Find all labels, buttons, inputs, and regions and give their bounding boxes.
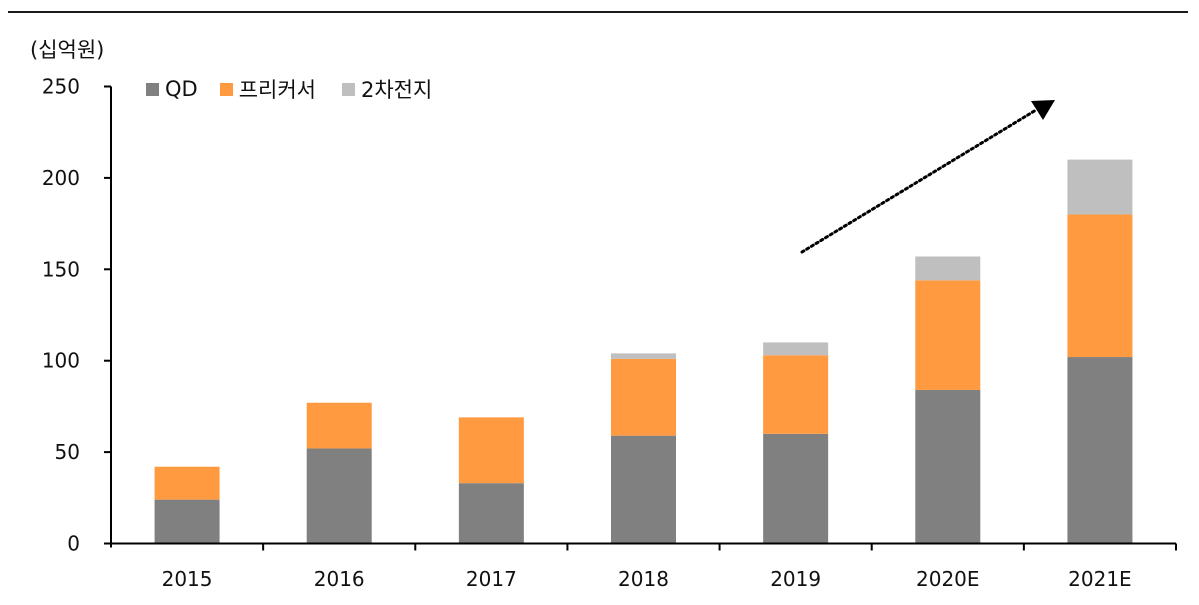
bar-segment-1 [154,466,220,500]
bars-group [154,159,1133,544]
bar-segment-0 [458,483,524,544]
bar-segment-2 [763,342,829,356]
legend-label-precursor: 프리커서 [238,78,316,102]
axes-group: 2015 2016 2017 2018 2019 2020E 2021E 0 50 100 150 2… [42,75,1177,591]
y-tick-label: 250 [42,75,80,99]
legend-swatch-qd [146,82,159,96]
x-tick-label: 2018 [618,567,669,591]
bar-segment-1 [611,358,676,436]
y-tick-label: 150 [42,257,80,281]
legend-swatch-precursor [219,82,233,96]
bar-segment-0 [1067,357,1133,544]
x-tick-label: 2020E [916,567,980,591]
y-tick-label: 100 [42,349,80,373]
bar-segment-1 [458,417,524,484]
legend-swatch-battery [341,82,355,96]
bar-segment-2 [915,256,981,281]
x-tick-label: 2017 [466,567,517,591]
bar-segment-0 [154,499,220,544]
y-tick-label: 0 [67,532,80,556]
x-tick-label: 2016 [314,567,365,591]
bar-segment-1 [915,280,981,390]
x-tick-label: 2015 [162,567,213,591]
legend-label-battery: 2차전지 [360,78,433,102]
y-tick-label: 50 [55,440,80,464]
bar-segment-0 [306,448,372,544]
bar-segment-2 [1067,159,1133,215]
bar-segment-2 [611,353,676,359]
legend-item-qd: QD [146,77,198,101]
legend-item-battery: 2차전지 [341,74,433,104]
y-axis-unit-label: (십억원) [30,38,105,62]
bar-segment-0 [611,435,676,544]
y-tick-label: 200 [42,166,80,190]
legend-item-precursor: 프리커서 [219,74,316,104]
legend-label-qd: QD [165,77,198,101]
bar-segment-0 [915,389,981,544]
legend: QD 프리커서 2차전지 [146,74,452,104]
bar-segment-0 [763,433,829,544]
bar-segment-1 [1067,214,1133,358]
bar-segment-1 [763,355,829,434]
bar-segment-1 [306,402,372,449]
trend-arrow [800,100,1055,254]
x-tick-label: 2019 [770,567,821,591]
x-tick-label: 2021E [1068,567,1132,591]
top-rule [8,11,1188,13]
